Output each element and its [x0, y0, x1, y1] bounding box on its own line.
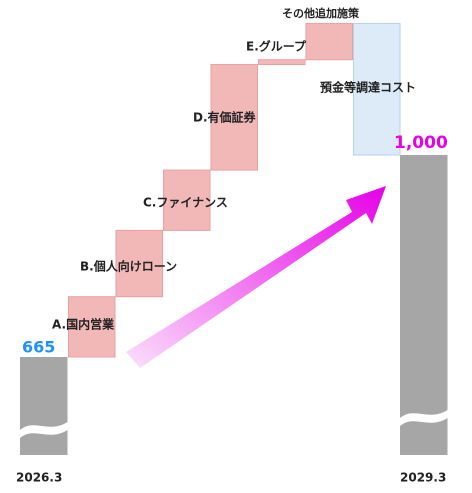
step-label: 預金等調達コスト [320, 80, 416, 95]
growth-arrow [126, 186, 386, 368]
step-bar [115, 229, 163, 298]
step-bar [258, 59, 306, 66]
end-label: 2029.3 [400, 471, 446, 485]
step-bar [210, 64, 258, 171]
start-value: 665 [22, 338, 55, 357]
step-label: C.ファイナンス [143, 196, 228, 210]
end-bar [400, 155, 448, 455]
step-bar [353, 23, 401, 156]
step-label: D.有価証券 [193, 110, 257, 125]
step-bar [163, 169, 211, 231]
step-label: その他追加施策 [282, 6, 360, 20]
step-bar [305, 23, 353, 61]
start-bar [20, 357, 68, 455]
step-label: B.個人向けローン [80, 259, 177, 274]
step-bar [68, 296, 116, 358]
step-label: A.国内営業 [52, 317, 115, 332]
axis-break [20, 422, 68, 438]
axis-break [400, 410, 448, 426]
start-label: 2026.3 [16, 471, 62, 485]
end-value: 1,000 [394, 133, 448, 153]
step-label: E.グループ [246, 39, 307, 54]
